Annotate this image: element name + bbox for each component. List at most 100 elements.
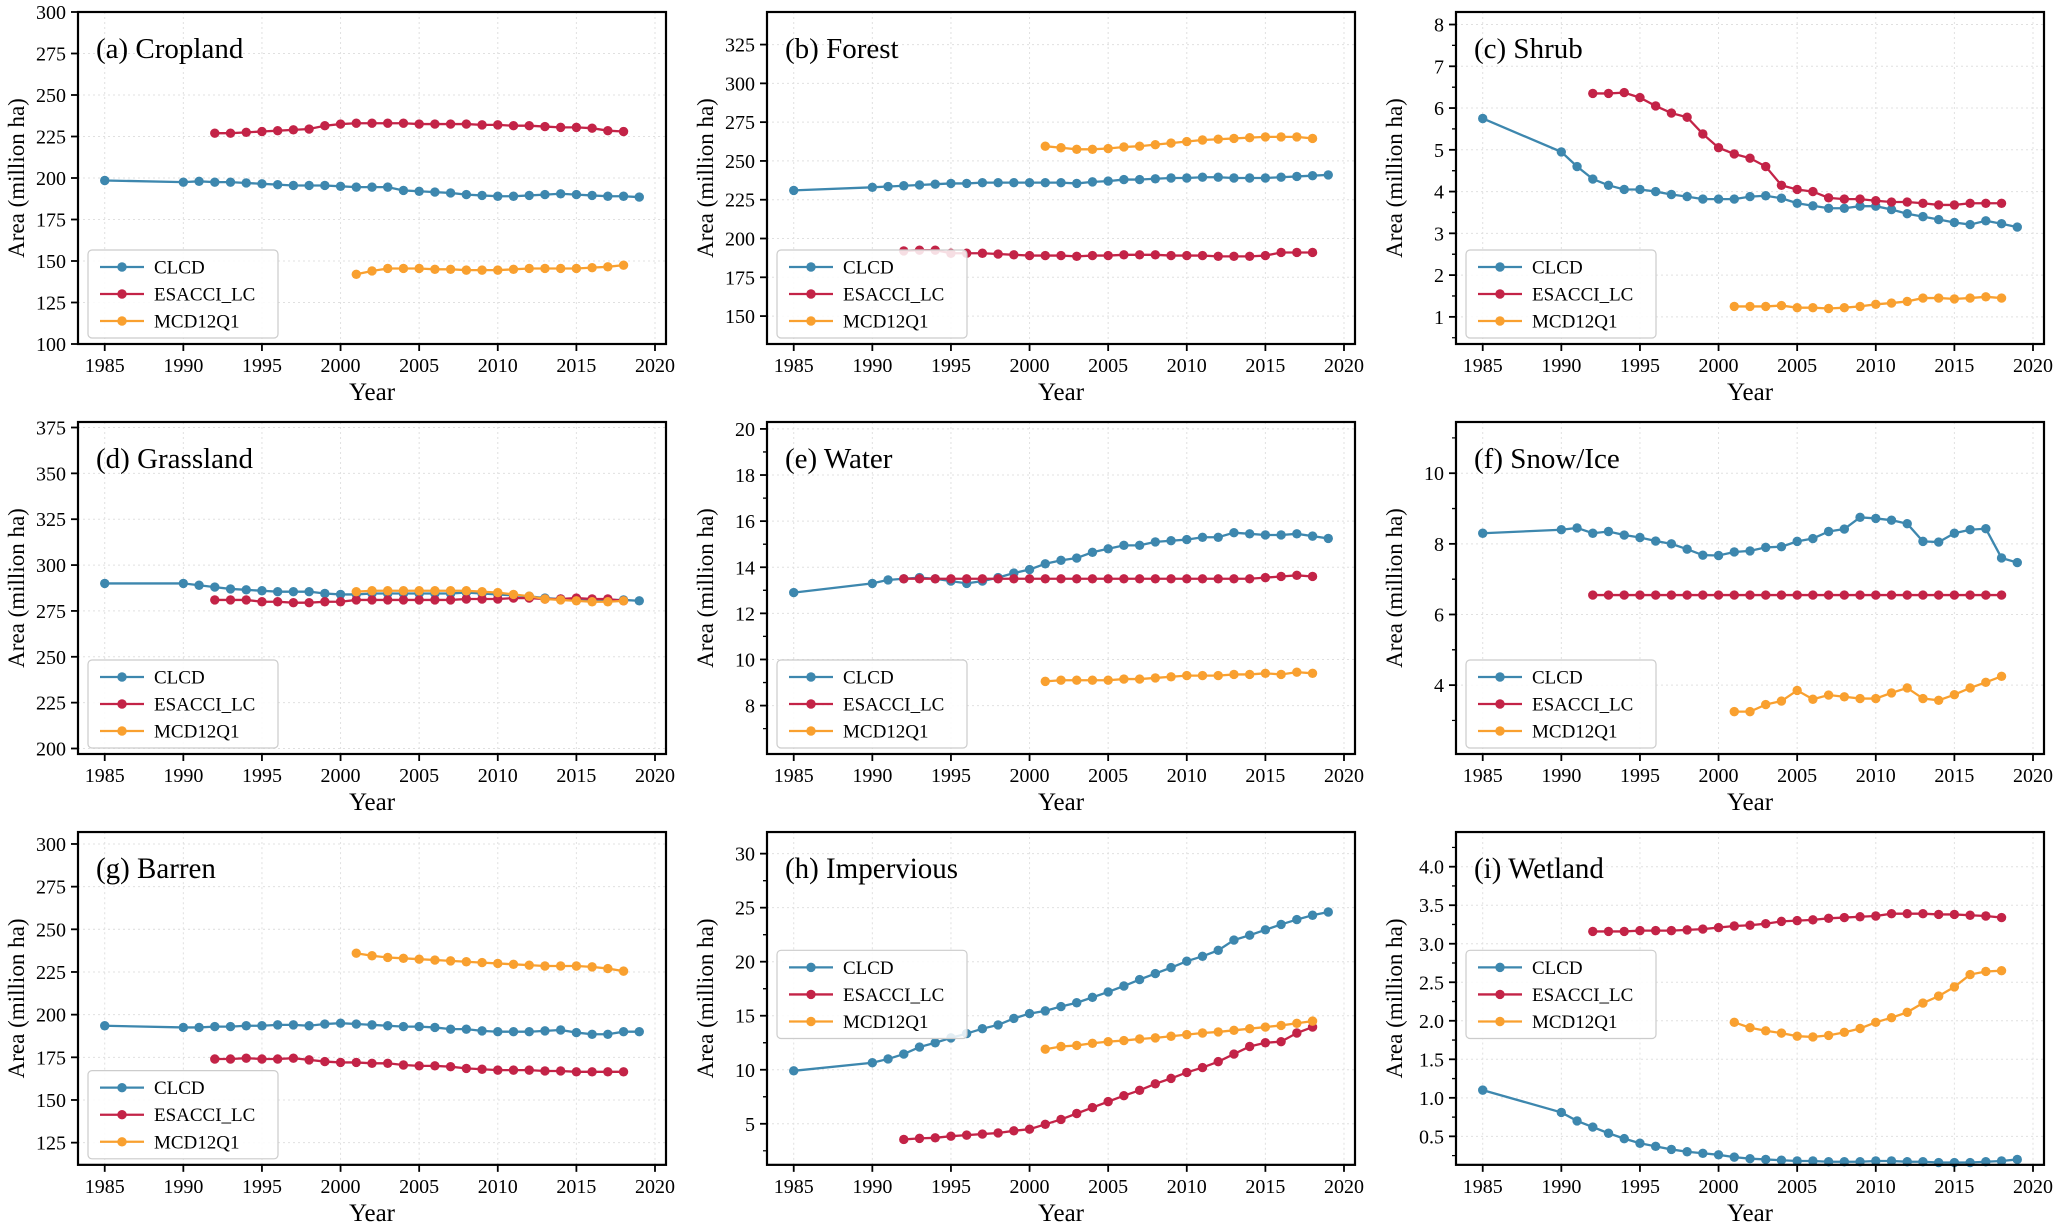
data-point: [1134, 1085, 1145, 1095]
data-point: [304, 124, 314, 134]
data-point: [398, 185, 409, 196]
data-point: [1933, 695, 1944, 706]
y-tick-label: 150: [36, 1090, 66, 1112]
series-mcd12q1-line: [1040, 132, 1318, 154]
data-point: [1635, 92, 1645, 103]
y-tick-label: 225: [36, 693, 66, 715]
axes-border: [765, 420, 1357, 756]
data-point: [477, 190, 487, 201]
data-point: [977, 248, 988, 258]
x-tick-label: 2015: [1934, 765, 1974, 787]
series-mcd12q1-line: [1729, 292, 2007, 314]
data-point: [1933, 909, 1944, 920]
data-point: [1761, 1026, 1771, 1036]
data-point: [241, 595, 251, 605]
legend: CLCD ESACCI_LC MCD12Q1: [776, 249, 968, 339]
data-point: [1761, 301, 1771, 312]
data-point: [603, 191, 613, 201]
data-point: [430, 595, 440, 605]
data-point: [1024, 1008, 1035, 1019]
data-point: [1855, 194, 1865, 204]
data-point: [1119, 250, 1129, 260]
y-tick-label: 275: [36, 601, 66, 623]
series-clcd-line: [1478, 113, 2022, 232]
data-point: [1823, 526, 1834, 537]
x-tick-label: 1990: [163, 1176, 203, 1198]
data-point: [1087, 1038, 1098, 1048]
data-point: [414, 586, 424, 596]
data-point: [1981, 198, 1991, 208]
data-point: [1792, 198, 1802, 208]
y-tick-label: 5: [1434, 140, 1444, 162]
data-point: [1981, 966, 1991, 977]
data-point: [1197, 574, 1208, 584]
data-point: [977, 177, 988, 188]
data-point: [930, 1038, 940, 1048]
series-mcd12q1-line: [1729, 671, 2007, 717]
legend-marker: [806, 289, 816, 299]
data-point: [477, 265, 487, 275]
legend-box: [87, 1070, 279, 1160]
y-tick-label: 18: [735, 465, 755, 487]
axis-ticks: 1985 1990 1995 2000 2005 2010 2015 2020 4 6 8 10: [1424, 437, 2053, 787]
data-point: [1996, 553, 2007, 563]
x-tick-label: 1985: [1463, 1176, 1503, 1198]
legend-label: MCD12Q1: [154, 1132, 239, 1153]
series-esacci_lc-line: [1588, 590, 2007, 600]
data-point: [1119, 174, 1129, 185]
legend-label: MCD12Q1: [154, 312, 240, 333]
data-point: [1024, 1124, 1035, 1134]
legend-label: ESACCI_LC: [843, 695, 944, 716]
data-point: [1087, 177, 1098, 187]
data-point: [304, 586, 314, 597]
x-tick-label: 2005: [1777, 1176, 1817, 1198]
data-point: [1588, 1122, 1598, 1132]
data-point: [493, 265, 503, 275]
x-tick-label: 2000: [1699, 355, 1739, 377]
data-point: [1244, 132, 1255, 143]
data-point: [461, 1063, 472, 1074]
data-point: [1040, 1044, 1050, 1054]
data-point: [1213, 251, 1223, 262]
data-point: [1871, 1156, 1881, 1166]
data-point: [1307, 531, 1318, 541]
x-tick-label: 2020: [635, 355, 675, 377]
axis-ticks: 1985 1990 1995 2000 2005 2010 2015 2020 150 175 20…: [725, 35, 1364, 377]
data-point: [1965, 910, 1975, 920]
data-point: [1103, 574, 1113, 584]
legend-marker: [1495, 316, 1505, 326]
data-point: [335, 1018, 346, 1028]
data-point: [1682, 112, 1692, 122]
data-point: [178, 1022, 189, 1033]
data-point: [1276, 1036, 1286, 1047]
data-point: [1213, 1056, 1223, 1067]
data-point: [1808, 1156, 1818, 1166]
data-point: [540, 121, 550, 132]
data-point: [1761, 699, 1771, 710]
x-tick-label: 1985: [774, 1176, 814, 1198]
axes-border: [765, 830, 1357, 1166]
data-point: [1839, 203, 1850, 213]
y-tick-label: 20: [735, 952, 755, 974]
data-point: [1292, 1028, 1302, 1038]
data-point: [241, 1021, 251, 1031]
y-tick-label: 7: [1434, 56, 1444, 78]
data-point: [914, 1133, 925, 1144]
data-point: [1965, 293, 1975, 303]
y-tick-label: 10: [1424, 463, 1444, 485]
data-point: [1619, 590, 1629, 600]
y-tick-label: 300: [36, 555, 66, 577]
data-point: [1307, 1016, 1318, 1026]
data-point: [1886, 908, 1897, 919]
data-point: [1666, 1144, 1677, 1155]
data-point: [603, 125, 613, 136]
legend-label: CLCD: [843, 258, 894, 279]
data-point: [1713, 590, 1724, 600]
y-tick-label: 375: [36, 418, 66, 440]
x-tick-label: 1990: [852, 1176, 892, 1198]
axes-border: [1454, 830, 2046, 1166]
data-point: [445, 264, 456, 274]
x-axis-label: Year: [349, 789, 396, 816]
data-point: [1776, 180, 1787, 191]
data-point: [524, 190, 534, 201]
